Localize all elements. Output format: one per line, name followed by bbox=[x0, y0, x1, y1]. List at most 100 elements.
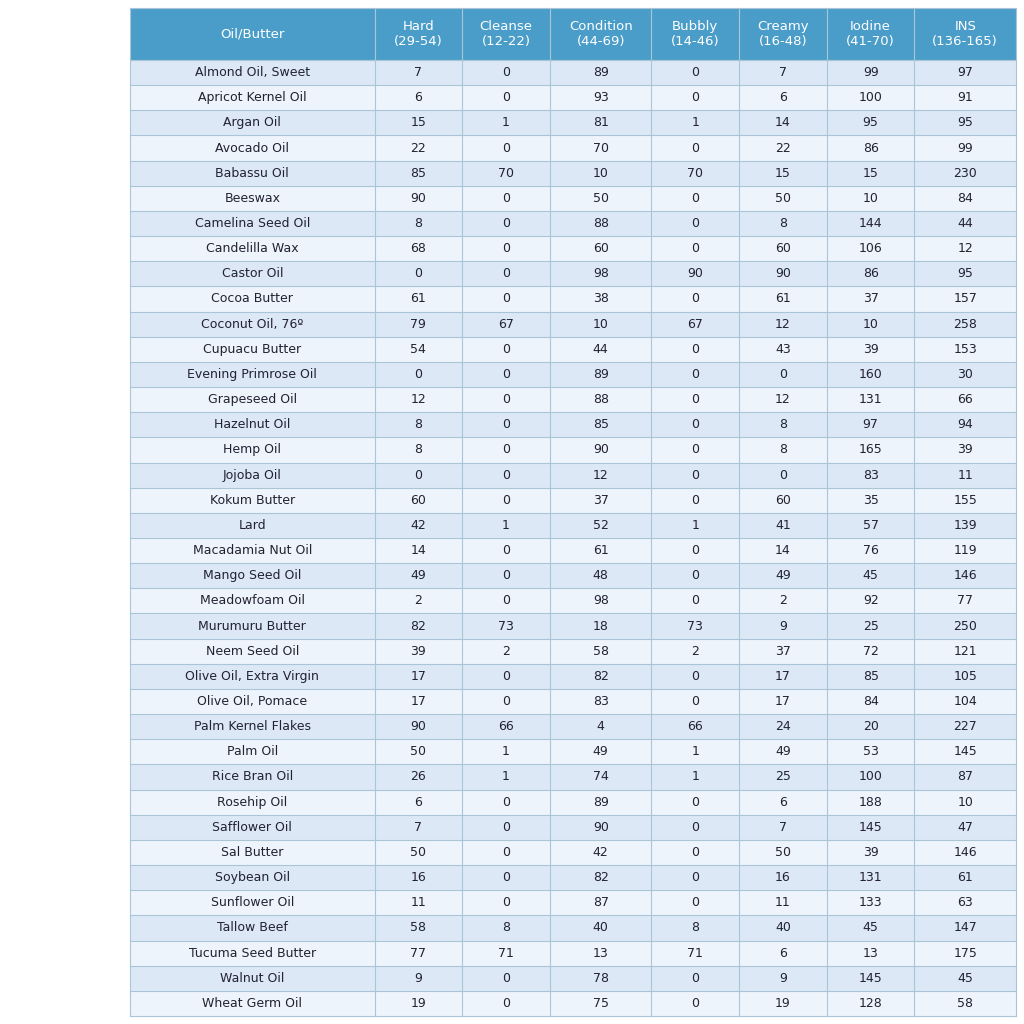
Bar bbox=[130, 211, 375, 237]
Bar bbox=[375, 85, 462, 111]
Text: 84: 84 bbox=[957, 191, 973, 205]
Text: 37: 37 bbox=[775, 645, 791, 657]
Text: 165: 165 bbox=[859, 443, 883, 457]
Text: 9: 9 bbox=[415, 972, 422, 985]
Bar bbox=[914, 538, 1016, 563]
Bar bbox=[462, 261, 550, 287]
Text: 66: 66 bbox=[499, 720, 514, 733]
Text: 38: 38 bbox=[593, 293, 608, 305]
Bar bbox=[130, 337, 375, 361]
Bar bbox=[826, 613, 914, 639]
Text: 0: 0 bbox=[691, 443, 699, 457]
Text: 0: 0 bbox=[691, 871, 699, 884]
Text: 87: 87 bbox=[957, 770, 973, 783]
Bar bbox=[914, 135, 1016, 161]
Bar bbox=[375, 261, 462, 287]
Bar bbox=[550, 337, 651, 361]
Text: 6: 6 bbox=[415, 91, 422, 104]
Text: 95: 95 bbox=[957, 117, 973, 129]
Bar bbox=[826, 815, 914, 840]
Text: Wheat Germ Oil: Wheat Germ Oil bbox=[203, 997, 302, 1010]
Bar bbox=[375, 311, 462, 337]
Bar bbox=[462, 361, 550, 387]
Text: Apricot Kernel Oil: Apricot Kernel Oil bbox=[198, 91, 306, 104]
Bar bbox=[130, 85, 375, 111]
Bar bbox=[375, 513, 462, 538]
Bar bbox=[651, 211, 739, 237]
Bar bbox=[462, 463, 550, 487]
Text: 0: 0 bbox=[691, 972, 699, 985]
Bar bbox=[739, 487, 826, 513]
Text: 0: 0 bbox=[502, 494, 510, 507]
Text: 0: 0 bbox=[502, 569, 510, 583]
Bar bbox=[375, 765, 462, 790]
Text: Hard
(29-54): Hard (29-54) bbox=[394, 19, 442, 48]
Text: 2: 2 bbox=[415, 594, 422, 607]
Text: 0: 0 bbox=[691, 368, 699, 381]
Bar bbox=[550, 689, 651, 714]
Bar bbox=[375, 790, 462, 815]
Bar bbox=[462, 639, 550, 664]
Text: 17: 17 bbox=[411, 670, 426, 683]
Bar bbox=[375, 815, 462, 840]
Bar bbox=[130, 387, 375, 413]
Bar bbox=[826, 840, 914, 865]
Bar bbox=[130, 940, 375, 966]
Bar bbox=[462, 840, 550, 865]
Bar bbox=[739, 211, 826, 237]
Bar bbox=[651, 689, 739, 714]
Text: 89: 89 bbox=[593, 67, 608, 79]
Text: Tucuma Seed Butter: Tucuma Seed Butter bbox=[188, 946, 315, 959]
Bar bbox=[914, 890, 1016, 915]
Bar bbox=[462, 211, 550, 237]
Bar bbox=[826, 463, 914, 487]
Bar bbox=[550, 991, 651, 1016]
Text: Evening Primrose Oil: Evening Primrose Oil bbox=[187, 368, 317, 381]
Text: 22: 22 bbox=[411, 141, 426, 155]
Bar bbox=[739, 714, 826, 739]
Text: 58: 58 bbox=[957, 997, 973, 1010]
Text: Cupuacu Butter: Cupuacu Butter bbox=[203, 343, 301, 355]
Text: 89: 89 bbox=[593, 796, 608, 809]
Bar bbox=[462, 739, 550, 765]
Text: 0: 0 bbox=[691, 821, 699, 834]
Bar bbox=[651, 135, 739, 161]
Text: 16: 16 bbox=[775, 871, 791, 884]
Bar bbox=[914, 513, 1016, 538]
Bar bbox=[550, 589, 651, 613]
Text: 1: 1 bbox=[502, 770, 510, 783]
Bar bbox=[914, 840, 1016, 865]
Bar bbox=[914, 739, 1016, 765]
Bar bbox=[130, 589, 375, 613]
Text: 100: 100 bbox=[859, 91, 883, 104]
Text: 73: 73 bbox=[687, 620, 703, 633]
Text: 26: 26 bbox=[411, 770, 426, 783]
Bar bbox=[914, 613, 1016, 639]
Bar bbox=[462, 287, 550, 311]
Bar bbox=[651, 790, 739, 815]
Bar bbox=[914, 211, 1016, 237]
Bar bbox=[914, 337, 1016, 361]
Bar bbox=[375, 840, 462, 865]
Text: 49: 49 bbox=[775, 569, 791, 583]
Bar bbox=[462, 613, 550, 639]
Text: 0: 0 bbox=[502, 418, 510, 431]
Text: Castor Oil: Castor Oil bbox=[221, 267, 283, 281]
Text: 157: 157 bbox=[953, 293, 977, 305]
Text: 144: 144 bbox=[859, 217, 883, 230]
Text: 104: 104 bbox=[953, 695, 977, 708]
Text: 40: 40 bbox=[593, 922, 608, 935]
Bar bbox=[550, 361, 651, 387]
Bar bbox=[462, 337, 550, 361]
Text: 1: 1 bbox=[691, 745, 699, 759]
Bar bbox=[739, 765, 826, 790]
Bar bbox=[462, 135, 550, 161]
Text: Almond Oil, Sweet: Almond Oil, Sweet bbox=[195, 67, 310, 79]
Text: 61: 61 bbox=[957, 871, 973, 884]
Text: 42: 42 bbox=[593, 846, 608, 859]
Bar bbox=[130, 487, 375, 513]
Text: 57: 57 bbox=[862, 519, 879, 531]
Bar bbox=[130, 563, 375, 589]
Text: 0: 0 bbox=[502, 343, 510, 355]
Bar bbox=[651, 185, 739, 211]
